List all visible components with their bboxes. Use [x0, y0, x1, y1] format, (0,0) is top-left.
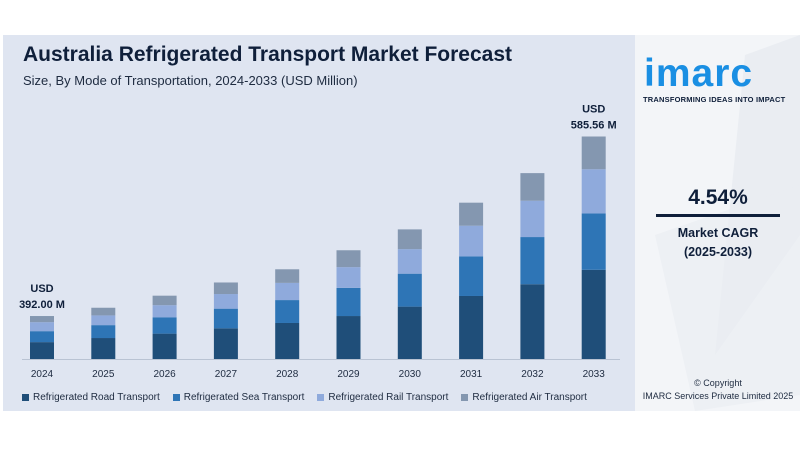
- company-name: IMARC Services Private Limited 2025: [642, 391, 794, 401]
- bar-segment-2033-2: [581, 213, 606, 270]
- total-label-value: 392.00 M: [19, 299, 65, 311]
- total-label-currency: USD: [582, 103, 605, 115]
- bar-segment-2028-2: [275, 300, 300, 323]
- cagr-value: 4.54%: [688, 186, 748, 209]
- x-tick-label: 2030: [399, 369, 422, 380]
- bar-segment-2030-4: [397, 229, 422, 250]
- legend-label: Refrigerated Road Transport: [33, 392, 160, 403]
- bar-segment-2027-3: [213, 294, 238, 309]
- legend-swatch: [22, 394, 29, 401]
- legend-label: Refrigerated Air Transport: [472, 392, 587, 403]
- legend-item: Refrigerated Rail Transport: [317, 392, 448, 403]
- chart-legend: Refrigerated Road Transport Refrigerated …: [22, 392, 600, 403]
- brand-tagline: TRANSFORMING IDEAS INTO IMPACT: [643, 95, 786, 104]
- cagr-period: (2025-2033): [683, 245, 753, 259]
- chart-subtitle: Size, By Mode of Transportation, 2024-20…: [23, 73, 358, 88]
- brand-sidebar: [635, 35, 800, 411]
- bar-segment-2029-2: [336, 287, 361, 317]
- x-tick-label: 2026: [153, 369, 176, 380]
- bar-segment-2029-4: [336, 250, 361, 268]
- bar-segment-2028-3: [275, 282, 300, 301]
- bar-segment-2033-1: [581, 269, 606, 359]
- legend-swatch: [317, 394, 325, 401]
- bar-segment-2024-3: [30, 322, 54, 332]
- chart-title: Australia Refrigerated Transport Market …: [23, 43, 512, 66]
- bar-segment-2029-3: [336, 267, 361, 288]
- bar-segment-2025-1: [91, 338, 116, 359]
- bar-segment-2030-2: [397, 273, 422, 307]
- legend-item: Refrigerated Road Transport: [22, 392, 160, 403]
- copyright-text: © Copyright: [694, 378, 742, 388]
- background-decoration: [655, 35, 800, 411]
- legend-label: Refrigerated Rail Transport: [328, 392, 449, 403]
- stacked-bar-chart: 2024 2025 2026 2027 2028 2029 2030 2031 2032 2033…: [19, 103, 620, 380]
- total-label-currency: USD: [30, 283, 53, 295]
- bar-segment-2024-1: [30, 342, 54, 359]
- cagr-divider: [656, 214, 780, 217]
- bar-segment-2025-2: [91, 325, 116, 339]
- total-label-value: 585.56 M: [571, 119, 617, 131]
- bar-segment-2028-4: [275, 269, 300, 283]
- legend-label: Refrigerated Sea Transport: [183, 392, 305, 403]
- bar-segment-2026-4: [152, 295, 177, 306]
- bar-segment-2029-1: [336, 316, 361, 359]
- bar-segment-2025-3: [91, 315, 116, 326]
- bar-segment-2033-4: [581, 136, 606, 170]
- bar-segment-2027-4: [213, 282, 238, 295]
- legend-swatch: [172, 394, 180, 401]
- bar-segment-2024-2: [30, 331, 54, 343]
- bar-segment-2031-3: [459, 225, 484, 257]
- x-tick-label: 2033: [583, 369, 606, 380]
- x-tick-label: 2028: [276, 369, 299, 380]
- x-tick-label: 2032: [521, 369, 544, 380]
- bar-segment-2024-4: [30, 316, 54, 323]
- bar-segment-2028-1: [275, 322, 300, 359]
- cagr-label: Market CAGR: [677, 226, 759, 240]
- imarc-logo: imarc: [644, 52, 754, 95]
- bar-segment-2032-4: [520, 173, 545, 201]
- bar-segment-2032-1: [520, 284, 545, 359]
- bar-segment-2032-2: [520, 237, 545, 285]
- bar-segment-2030-1: [397, 306, 422, 359]
- bar-segment-2027-1: [213, 328, 238, 359]
- bar-segment-2031-1: [459, 295, 484, 359]
- bar-segment-2030-3: [397, 249, 422, 274]
- x-tick-label: 2029: [337, 369, 360, 380]
- bar-segment-2025-4: [91, 307, 116, 316]
- x-tick-label: 2025: [92, 369, 115, 380]
- x-tick-label: 2024: [31, 369, 54, 380]
- bar-segment-2026-1: [152, 333, 177, 359]
- bar-segment-2026-3: [152, 305, 177, 318]
- x-tick-label: 2027: [215, 369, 238, 380]
- legend-item: Refrigerated Air Transport: [461, 392, 587, 403]
- bar-segment-2033-3: [581, 169, 606, 214]
- bar-segment-2031-4: [459, 202, 484, 226]
- bar-segment-2031-2: [459, 256, 484, 296]
- bar-segment-2026-2: [152, 317, 177, 334]
- x-tick-label: 2031: [460, 369, 483, 380]
- legend-item: Refrigerated Sea Transport: [172, 392, 305, 403]
- legend-swatch: [461, 394, 469, 401]
- bar-segment-2032-3: [520, 200, 545, 238]
- bar-segment-2027-2: [213, 308, 238, 329]
